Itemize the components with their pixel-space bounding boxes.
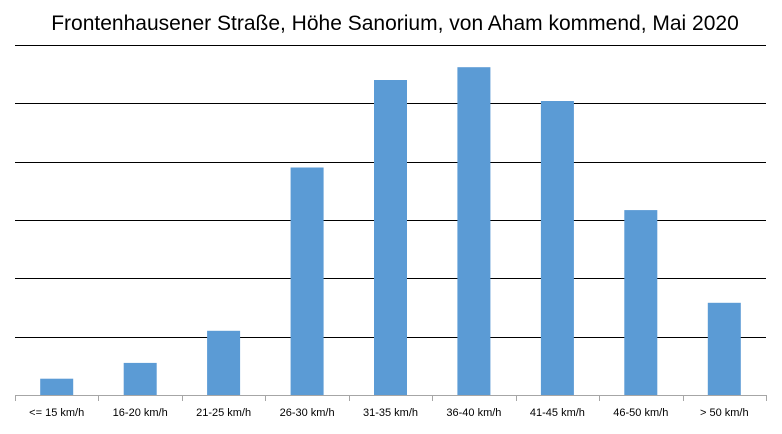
chart-title: Frontenhausener Straße, Höhe Sanorium, v… (51, 12, 739, 35)
bar (540, 101, 574, 395)
x-tick-label: 31-35 km/h (363, 407, 418, 419)
x-axis (15, 395, 767, 401)
x-tick-label: 41-45 km/h (530, 407, 585, 419)
bar (40, 378, 74, 395)
bar (457, 67, 491, 395)
bar (707, 302, 741, 395)
x-tick-label: <= 15 km/h (29, 407, 84, 419)
x-tick-label: 21-25 km/h (196, 407, 251, 419)
bar (374, 80, 407, 395)
x-tick-labels: <= 15 km/h 16-20 km/h 21-25 km/h 26-30 km/h… (29, 407, 748, 419)
x-tick-label: 36-40 km/h (446, 407, 501, 419)
bar (624, 210, 658, 395)
bar (123, 362, 157, 395)
x-tick-label: 16-20 km/h (113, 407, 168, 419)
bars (40, 67, 741, 395)
x-tick-label: 46-50 km/h (613, 407, 668, 419)
x-tick-label: 26-30 km/h (280, 407, 335, 419)
bar (290, 167, 324, 395)
x-tick-label: > 50 km/h (700, 407, 749, 419)
bar (207, 330, 241, 395)
